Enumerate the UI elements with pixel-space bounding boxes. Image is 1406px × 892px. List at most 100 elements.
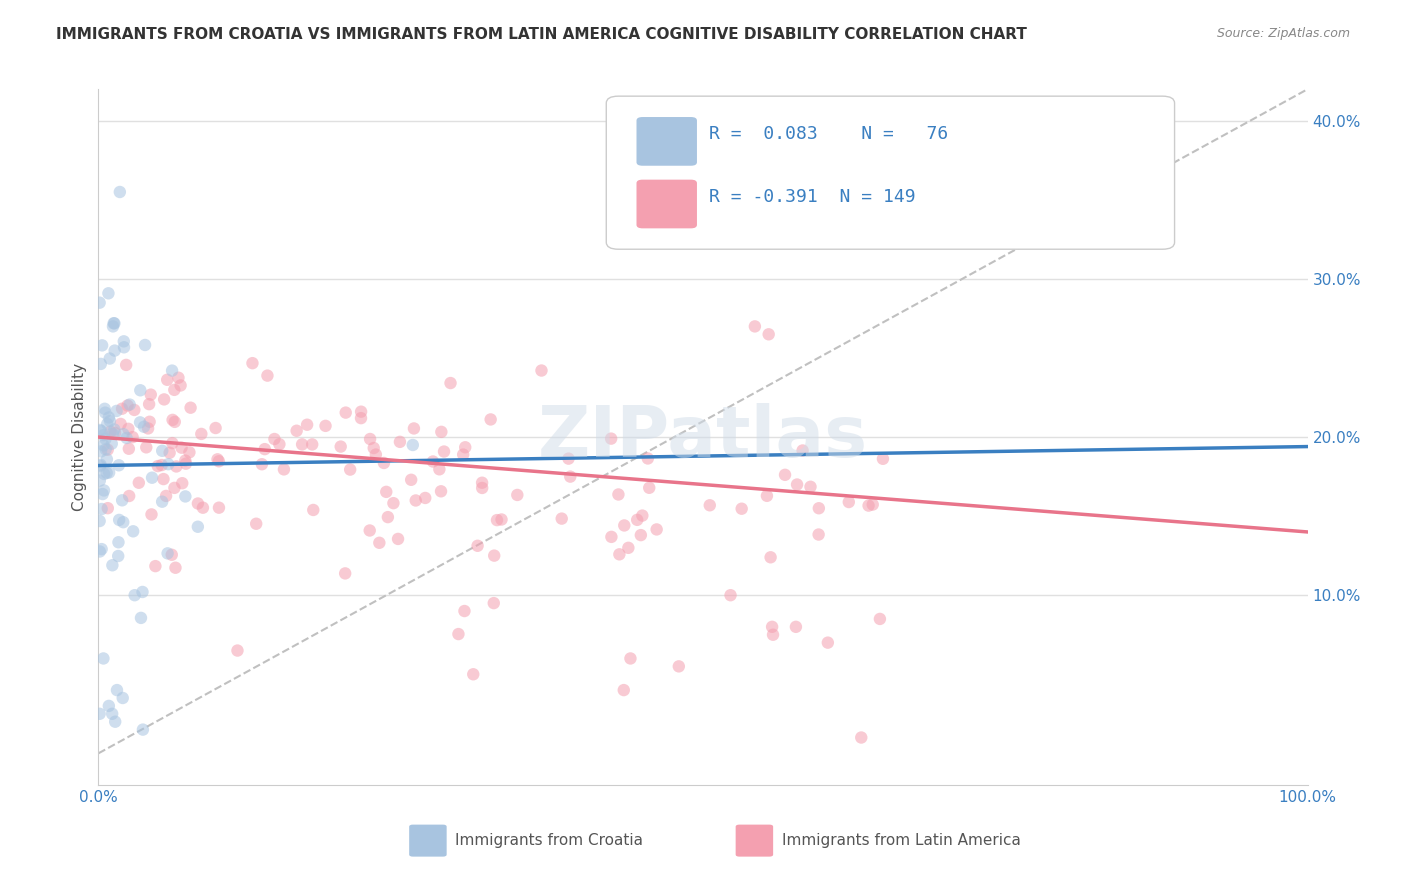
Point (103, 316, 125, 330)
Point (89, 295, 111, 310)
Point (368, 536, 391, 550)
Point (135, 441, 157, 455)
Point (256, 368, 278, 383)
FancyBboxPatch shape (606, 96, 1174, 249)
Point (645, 523, 668, 537)
Point (253, 442, 276, 457)
Point (96, 452, 118, 467)
Point (174, 457, 197, 471)
Point (375, 484, 398, 499)
Point (429, 462, 451, 476)
Point (430, 425, 453, 439)
Point (744, 319, 766, 334)
Point (399, 473, 422, 487)
Point (131, 585, 153, 599)
Point (329, 440, 352, 454)
Point (162, 413, 184, 427)
Point (530, 363, 553, 377)
Point (97, 501, 120, 516)
Point (118, 442, 141, 456)
Point (491, 512, 513, 526)
Point (439, 376, 461, 390)
FancyBboxPatch shape (735, 824, 773, 856)
Point (858, 499, 880, 513)
FancyBboxPatch shape (409, 824, 447, 856)
Point (382, 496, 405, 510)
Point (373, 456, 395, 470)
Point (335, 406, 357, 420)
Point (479, 412, 502, 426)
Point (101, 558, 124, 573)
Point (387, 532, 409, 546)
Point (170, 441, 193, 455)
Point (174, 453, 197, 467)
Point (160, 363, 183, 377)
Point (117, 422, 139, 436)
Point (335, 566, 357, 581)
Point (108, 185, 131, 199)
Point (413, 491, 436, 505)
Point (90, 502, 112, 516)
Point (101, 319, 124, 334)
Point (129, 416, 152, 430)
Point (402, 438, 425, 452)
Point (104, 343, 127, 358)
Point (118, 489, 141, 503)
Point (89, 706, 111, 721)
Point (295, 417, 318, 432)
Point (111, 690, 134, 705)
Point (302, 503, 325, 517)
Point (93, 438, 115, 452)
Point (619, 651, 641, 665)
Point (108, 458, 131, 473)
Point (179, 445, 201, 459)
Point (807, 501, 830, 516)
Point (100, 425, 122, 439)
Point (208, 454, 231, 468)
Point (150, 494, 173, 508)
Point (91, 338, 114, 352)
Text: R = -0.391  N = 149: R = -0.391 N = 149 (709, 188, 915, 206)
Point (607, 487, 630, 501)
Point (363, 441, 385, 455)
Point (447, 627, 470, 641)
Point (107, 549, 129, 563)
Point (141, 508, 163, 522)
Point (433, 444, 456, 458)
Point (506, 488, 529, 502)
Point (291, 437, 314, 451)
Point (153, 392, 176, 407)
Point (731, 501, 754, 516)
Text: ZIPatlas: ZIPatlas (538, 402, 868, 472)
Point (138, 397, 160, 411)
Point (273, 462, 295, 476)
Point (152, 472, 174, 486)
Point (89, 458, 111, 473)
Point (117, 399, 139, 413)
Point (851, 731, 873, 745)
Point (163, 383, 186, 397)
Point (121, 430, 143, 444)
Point (180, 401, 202, 415)
Point (557, 451, 579, 466)
Point (315, 418, 337, 433)
Point (98, 351, 121, 366)
Point (263, 432, 285, 446)
Point (482, 596, 505, 610)
Point (94, 432, 117, 446)
Point (560, 469, 582, 483)
Point (110, 417, 132, 431)
Point (402, 421, 425, 435)
Point (93, 428, 115, 442)
Point (111, 401, 134, 416)
Point (758, 327, 780, 342)
Point (96, 417, 118, 431)
Point (359, 432, 381, 446)
Point (98, 466, 121, 480)
Point (139, 387, 162, 401)
Point (668, 659, 690, 673)
Point (150, 458, 173, 472)
Point (96, 466, 118, 480)
Point (89, 474, 111, 488)
Point (90, 424, 112, 438)
